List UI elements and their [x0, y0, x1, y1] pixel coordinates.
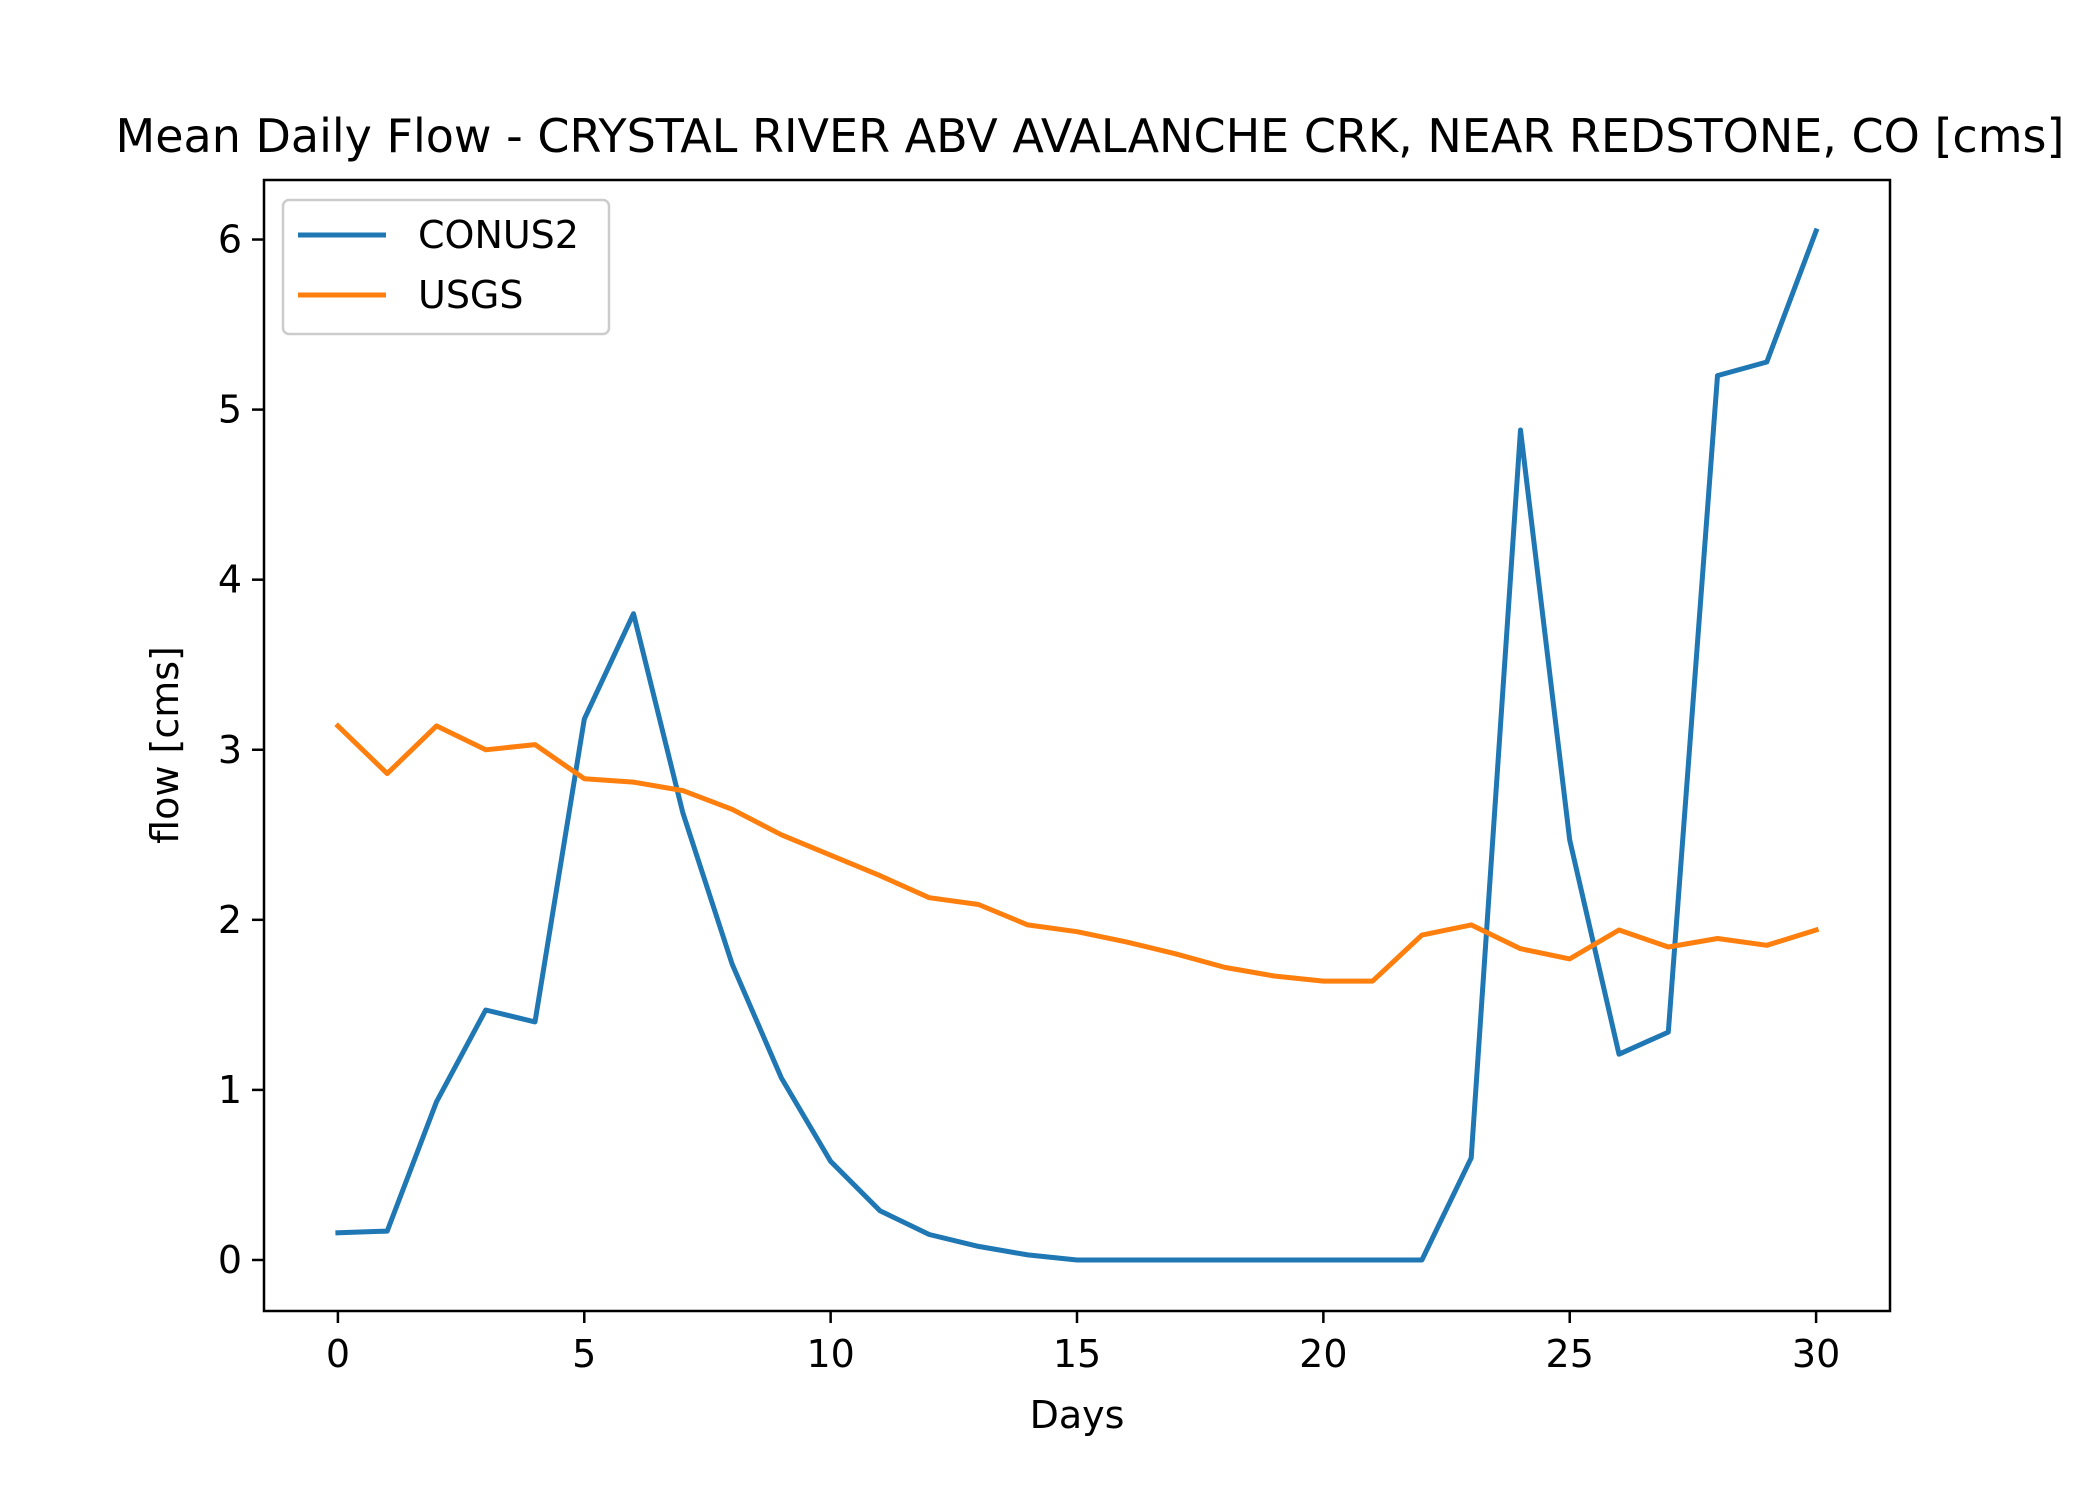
y-tick-label: 0	[218, 1238, 242, 1282]
y-axis: 0 1 2 3 4 5 6	[218, 218, 264, 1282]
y-tick-label: 5	[218, 388, 242, 432]
series-line-usgs	[334, 722, 1820, 984]
x-tick-label: 20	[1299, 1332, 1347, 1376]
y-tick-label: 3	[218, 728, 242, 772]
x-tick-label: 15	[1053, 1332, 1101, 1376]
y-axis-label: flow [cms]	[143, 646, 187, 844]
lines-layer	[334, 227, 1820, 1263]
x-tick-label: 5	[572, 1332, 596, 1376]
x-tick-label: 25	[1546, 1332, 1594, 1376]
legend-label-usgs: USGS	[418, 273, 524, 317]
legend-label-conus2: CONUS2	[418, 213, 579, 257]
series-line-conus2	[335, 227, 1820, 1263]
x-tick-label: 10	[806, 1332, 854, 1376]
x-tick-label: 30	[1792, 1332, 1840, 1376]
x-axis: 0 5 10 15 20 25 30	[326, 1311, 1840, 1376]
y-tick-label: 6	[218, 218, 242, 262]
y-tick-label: 1	[218, 1068, 242, 1112]
legend: CONUS2 USGS	[281, 198, 611, 336]
y-tick-label: 2	[218, 898, 242, 942]
x-tick-label: 0	[326, 1332, 350, 1376]
x-axis-label: Days	[1030, 1393, 1125, 1437]
chart-title: Mean Daily Flow - CRYSTAL RIVER ABV AVAL…	[116, 109, 2065, 163]
y-tick-label: 4	[218, 558, 242, 602]
